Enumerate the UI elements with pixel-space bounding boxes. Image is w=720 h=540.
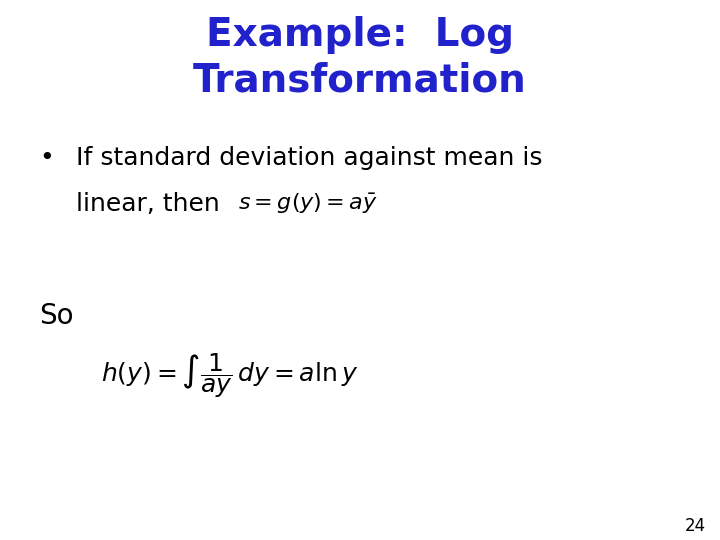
Text: 24: 24 bbox=[685, 517, 706, 535]
Text: linear, then: linear, then bbox=[76, 192, 228, 215]
Text: $s = g(y) = a\bar{y}$: $s = g(y) = a\bar{y}$ bbox=[238, 192, 377, 216]
Text: If standard deviation against mean is: If standard deviation against mean is bbox=[76, 146, 542, 170]
Text: •: • bbox=[40, 146, 54, 170]
Text: Example:  Log
Transformation: Example: Log Transformation bbox=[193, 16, 527, 100]
Text: $h(y) = \int \dfrac{1}{ay}\,dy = a\ln y$: $h(y) = \int \dfrac{1}{ay}\,dy = a\ln y$ bbox=[101, 351, 358, 400]
Text: So: So bbox=[40, 302, 74, 330]
